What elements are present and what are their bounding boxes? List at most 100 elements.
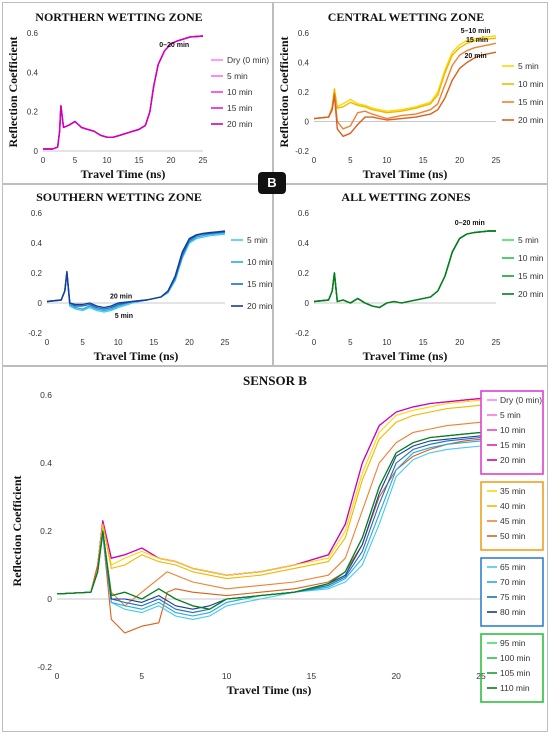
legend-label: 10 min [500, 425, 526, 435]
x-tick-label: 20 [391, 671, 401, 681]
legend-label: 95 min [500, 638, 526, 648]
y-tick-label: -0.2 [295, 329, 309, 338]
y-tick-label: -0.2 [295, 147, 309, 156]
y-axis-label: Reflection Coefficient [10, 476, 24, 587]
series-line-75-min [56, 436, 482, 614]
series-line-105-min [56, 431, 482, 610]
series-line-20-min [56, 397, 482, 595]
series-line-50-min [56, 438, 482, 634]
legend-label: 20 min [227, 119, 253, 129]
series-line-10-min [43, 35, 204, 150]
legend-label: 45 min [500, 516, 526, 526]
series-line-5-min [43, 35, 204, 150]
y-tick-label: 0.4 [40, 458, 52, 468]
series-line-dry-0-min- [56, 397, 482, 595]
x-tick-label: 15 [135, 156, 144, 165]
y-tick-label: 0.4 [298, 239, 310, 248]
legend-label: 10 min [247, 257, 272, 267]
legend-label: 10 min [518, 253, 544, 263]
legend-label: 5 min [247, 235, 268, 245]
legend-label: 15 min [227, 103, 253, 113]
y-tick-label: 0.2 [40, 526, 52, 536]
legend-label: 5 min [500, 410, 521, 420]
series-line-10-min [46, 231, 226, 312]
y-tick-label: -0.2 [28, 329, 42, 338]
series-line-5-min [46, 233, 226, 313]
series-line-20-min [46, 230, 226, 309]
legend-label: 15 min [518, 271, 544, 281]
y-tick-label: 0 [305, 299, 310, 308]
chart-title: SENSOR B [243, 373, 307, 388]
x-tick-label: 25 [221, 338, 230, 347]
x-axis-label: Travel Time (ns) [81, 167, 166, 181]
y-axis-label: Reflection Coefficient [277, 37, 291, 148]
x-tick-label: 10 [103, 156, 112, 165]
panel-central: CENTRAL WETTING ZONE -0.2 0 0.2 0.4 0.6 0 5 10 15… [273, 2, 548, 184]
series-line-45-min [56, 421, 482, 607]
y-tick-label: 0.2 [298, 269, 310, 278]
series-line-15-min [56, 397, 482, 595]
legend-label: 65 min [500, 562, 526, 572]
annotation-label: 5–10 min [461, 28, 491, 35]
series-line-dry-0-min- [43, 35, 204, 150]
series-line-15-min [46, 231, 226, 310]
legend-label: Dry (0 min) [227, 55, 269, 65]
annotation-label: 15 min [466, 37, 488, 44]
x-tick-label: 5 [348, 156, 353, 165]
series-line-15-min [313, 230, 496, 309]
y-tick-label: 0.2 [27, 108, 39, 117]
series-line-15-min [43, 35, 204, 150]
chart-southern: SOUTHERN WETTING ZONE-0.200.20.40.60 5 10 1… [28, 190, 272, 363]
annotation-label: 20 min [110, 294, 132, 301]
x-tick-label: 15 [419, 156, 428, 165]
legend-label: 10 min [518, 79, 544, 89]
legend-label: Dry (0 min) [500, 395, 542, 405]
y-tick-label: 0.2 [298, 88, 310, 97]
chart-central: CENTRAL WETTING ZONE-0.200.20.40.60 5 10 15… [277, 10, 544, 181]
chart-all: ALL WETTING ZONES-0.200.20.40.60 5 10 15 20 2… [295, 190, 544, 363]
panel-sensor-b: SENSOR B -0.2 0 0.2 0.4 0.6 0 5 10 15 20 25 Travel T… [2, 366, 548, 732]
series-line-20-min [313, 230, 496, 309]
chart-title: SOUTHERN WETTING ZONE [36, 190, 202, 204]
y-tick-label: 0.4 [27, 68, 39, 77]
legend-label: 110 min [500, 683, 530, 693]
legend-label: 5 min [227, 71, 248, 81]
x-tick-label: 15 [419, 338, 428, 347]
series-line-20-min [43, 35, 204, 150]
panel-northern: NORTHERN WETTING ZONE 0 0.2 0.4 0.6 0 5 10 15 20 2… [2, 2, 273, 184]
chart-title: CENTRAL WETTING ZONE [328, 10, 485, 24]
y-axis-label: Reflection Coefficient [6, 37, 20, 148]
y-tick-label: 0.4 [298, 59, 310, 68]
annotation-label: 0–20 min [159, 42, 189, 49]
legend-label: 5 min [518, 61, 539, 71]
legend-label: 100 min [500, 653, 531, 663]
x-tick-label: 0 [312, 156, 317, 165]
y-tick-label: 0 [47, 594, 52, 604]
y-tick-label: 0.6 [31, 209, 43, 218]
series-line-10-min [313, 37, 497, 120]
x-tick-label: 20 [167, 156, 176, 165]
chart-title: NORTHERN WETTING ZONE [35, 10, 202, 24]
sensor-badge: B [258, 172, 286, 194]
x-axis-label: Travel Time (ns) [94, 349, 179, 363]
x-tick-label: 10 [382, 338, 391, 347]
series-line-80-min [56, 435, 482, 610]
x-tick-label: 0 [55, 671, 60, 681]
series-line-95-min [56, 431, 482, 610]
legend-group-box [480, 633, 544, 703]
legend-label: 10 min [227, 87, 253, 97]
legend-label: 50 min [500, 531, 526, 541]
panel-southern: SOUTHERN WETTING ZONE -0.2 0 0.2 0.4 0.6 0 5 10 1… [2, 184, 273, 366]
series-line-100-min [56, 431, 482, 610]
x-tick-label: 25 [199, 156, 208, 165]
y-tick-label: 0 [38, 299, 43, 308]
series-line-5-min [56, 397, 482, 595]
chart-title: ALL WETTING ZONES [341, 190, 470, 204]
legend-group-box [480, 557, 544, 627]
annotation-label: 5 min [115, 313, 133, 320]
chart-northern: NORTHERN WETTING ZONE 0 0.2 0.4 0.6 0 5 10 15 20 2… [6, 10, 269, 181]
series-line-35-min [56, 399, 482, 595]
x-tick-label: 0 [41, 156, 46, 165]
legend-label: 5 min [518, 235, 539, 245]
